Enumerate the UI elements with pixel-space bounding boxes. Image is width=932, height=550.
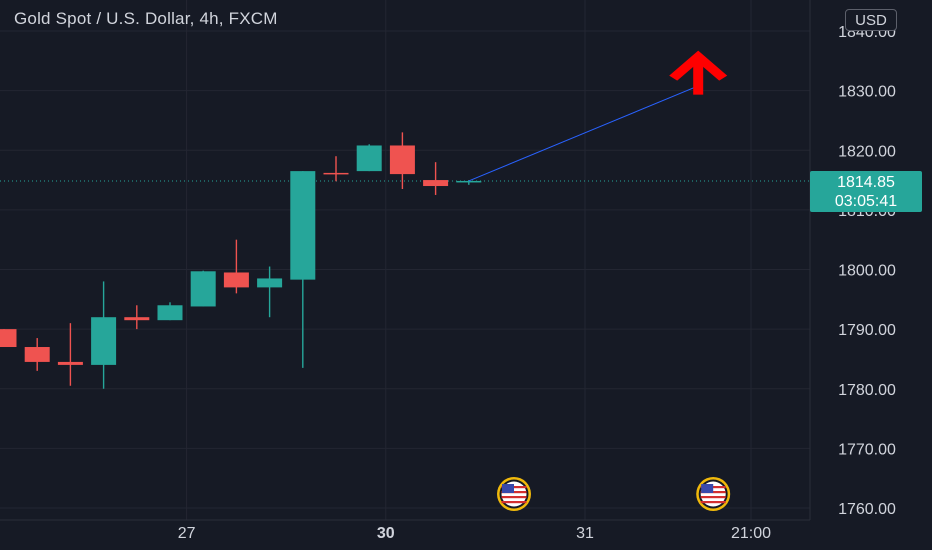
candle-body — [257, 278, 283, 288]
flag-stripe — [501, 501, 527, 504]
candle-body — [190, 271, 216, 307]
candle-body — [0, 329, 17, 348]
x-tick-label: 27 — [178, 525, 196, 542]
y-tick-label: 1780.00 — [838, 382, 896, 399]
us-flag-event-icon — [696, 477, 731, 511]
red-up-arrow-icon[interactable] — [669, 50, 728, 95]
flag-stripe — [501, 496, 527, 499]
candle-body — [91, 317, 117, 365]
candle-body — [124, 317, 150, 321]
bar-countdown-label: 03:05:41 — [834, 193, 898, 210]
trendline[interactable] — [468, 84, 702, 182]
y-tick-label: 1760.00 — [838, 501, 896, 518]
candle-body — [323, 172, 349, 175]
y-tick-label: 1770.00 — [838, 441, 896, 458]
time-axis[interactable]: 627303121:00 — [0, 525, 771, 542]
y-tick-label: 1790.00 — [838, 322, 896, 339]
candlesticks — [0, 132, 482, 389]
flag-stripe — [700, 501, 726, 504]
symbol-title[interactable]: Gold Spot / U.S. Dollar, 4h, FXCM — [14, 9, 278, 28]
candle-body — [24, 347, 50, 362]
flag-stripe — [700, 496, 726, 499]
currency-button[interactable]: USD — [845, 9, 897, 31]
y-tick-label: 1820.00 — [838, 143, 896, 160]
x-tick-label: 31 — [576, 525, 594, 542]
y-tick-label: 1830.00 — [838, 84, 896, 101]
us-flag-event-icon — [497, 477, 531, 511]
flag-canton — [502, 484, 514, 493]
grid-lines — [0, 0, 810, 520]
price-axis[interactable]: 1840.001830.001820.001810.001800.001790.… — [838, 24, 896, 518]
x-tick-label: 21:00 — [731, 525, 771, 542]
last-price-badge: 1814.85 03:05:41 — [810, 171, 922, 212]
candle-body — [57, 361, 83, 365]
arrow-stem — [693, 60, 704, 95]
last-price-label: 1814.85 — [837, 174, 895, 191]
candle-body — [456, 180, 482, 183]
candle-body — [423, 180, 449, 187]
x-tick-label: 30 — [377, 525, 395, 542]
y-tick-label: 1800.00 — [838, 263, 896, 280]
flag-canton — [701, 484, 714, 493]
event-markers — [497, 477, 731, 511]
candle-body — [157, 305, 183, 321]
candle-body — [389, 145, 415, 175]
candle-body — [223, 272, 249, 288]
arrow-head — [669, 50, 728, 81]
candle-body — [290, 171, 316, 280]
candle-body — [356, 145, 382, 172]
